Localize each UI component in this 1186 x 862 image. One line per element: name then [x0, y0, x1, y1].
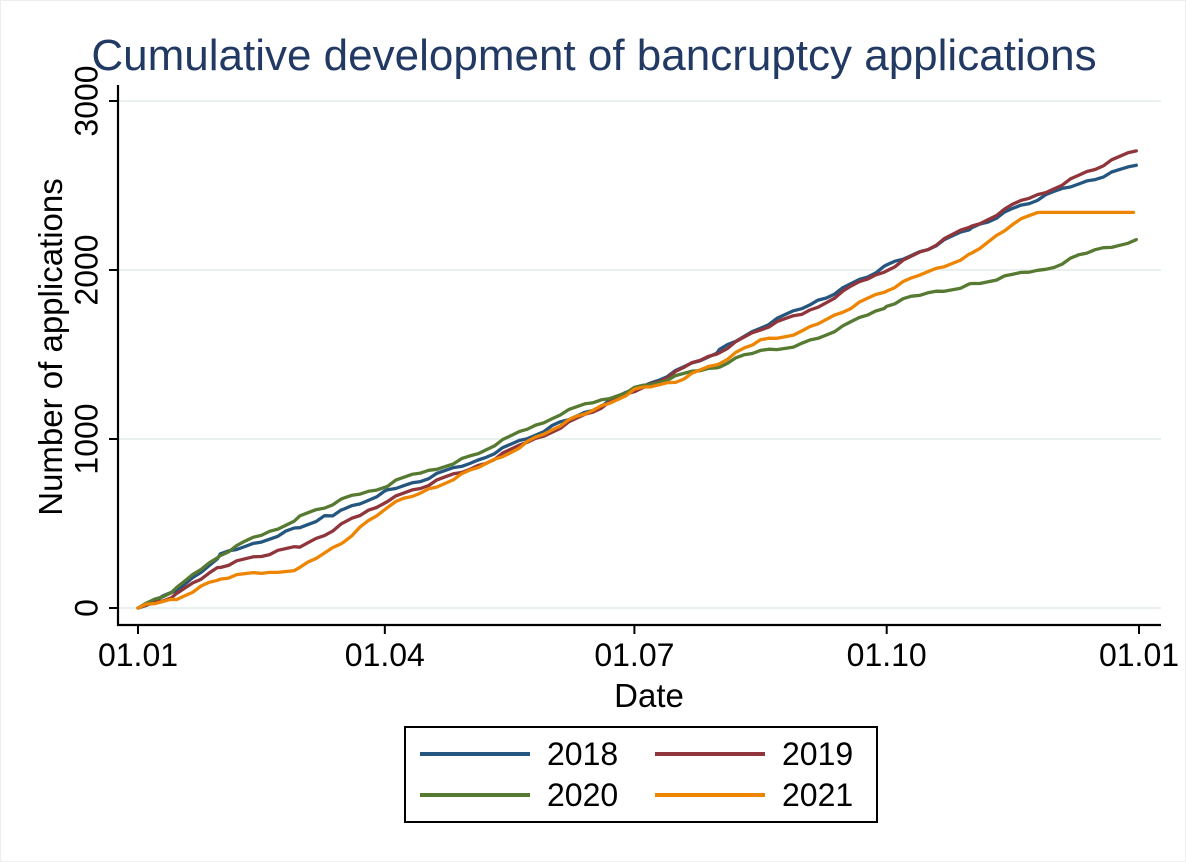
x-tick-label-2: 01.07: [594, 637, 675, 673]
y-tick-label-1000: 1000: [68, 403, 105, 475]
legend-label-2020: 2020: [547, 777, 619, 814]
legend-label-2019: 2019: [782, 735, 854, 772]
chart-title: Cumulative development of bancruptcy app…: [91, 31, 1097, 80]
x-tick-label-1: 01.04: [344, 637, 425, 673]
legend-item-2020: 2020: [406, 779, 641, 811]
legend-swatch-2018: [420, 751, 530, 756]
legend-item-2018: 2018: [406, 738, 641, 770]
series-line-2021: [136, 210, 1136, 610]
legend-swatch-2019: [655, 751, 765, 756]
series-line-2020: [136, 237, 1138, 610]
x-tick-label-3: 01.10: [846, 637, 927, 673]
y-tick-label-3000: 3000: [68, 65, 105, 137]
legend-label-2021: 2021: [782, 777, 854, 814]
x-tick-label-4: 01.01: [1098, 637, 1180, 673]
x-axis-title: Date: [614, 677, 684, 714]
legend-swatch-2020: [420, 793, 530, 798]
y-tick-label-2000: 2000: [68, 234, 105, 306]
x-tick-label-0: 01.01: [97, 637, 179, 673]
y-tick-label-0: 0: [68, 599, 105, 617]
series-line-2019: [136, 149, 1138, 610]
legend: 2018 2019 2020 2021: [404, 726, 878, 823]
legend-label-2018: 2018: [547, 735, 619, 772]
legend-item-2021: 2021: [641, 779, 876, 811]
legend-swatch-2021: [655, 793, 765, 798]
legend-item-2019: 2019: [641, 738, 876, 770]
y-axis-title: Number of applications: [32, 178, 69, 516]
